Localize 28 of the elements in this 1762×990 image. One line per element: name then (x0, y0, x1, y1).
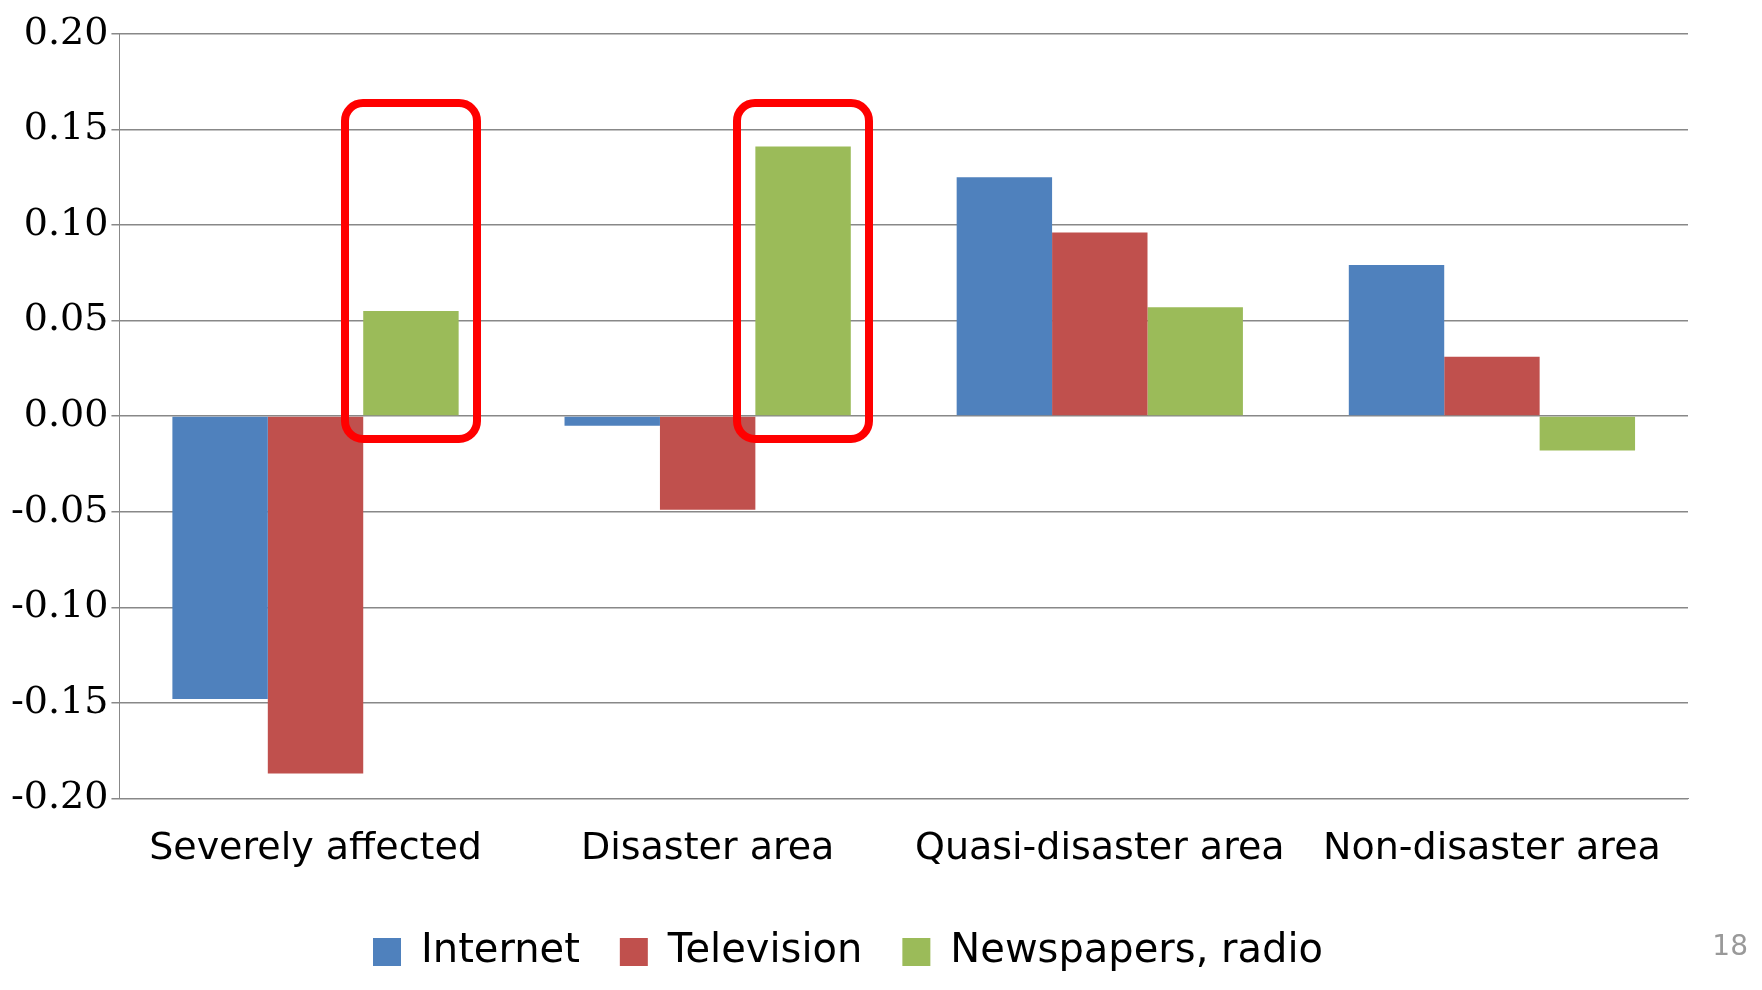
y-tick-label: -0.05 (11, 486, 109, 531)
x-tick-label: Disaster area (580, 824, 835, 869)
bar (1539, 416, 1636, 451)
legend-label: Television (666, 925, 863, 972)
y-tick-label: 0.00 (23, 390, 109, 435)
y-tick-label: -0.15 (11, 677, 109, 722)
bar (1348, 265, 1445, 416)
y-tick-label: 0.15 (23, 104, 109, 149)
bar (172, 416, 268, 699)
y-tick-label: -0.10 (11, 582, 109, 627)
x-tick-label: Severely affected (149, 824, 482, 869)
bar (363, 310, 459, 416)
bar (659, 416, 756, 510)
legend-label: Newspapers, radio (950, 925, 1323, 972)
bar (1147, 307, 1243, 416)
x-tick-label: Quasi-disaster area (914, 824, 1285, 869)
bar (956, 177, 1053, 416)
x-tick-label: Non-disaster area (1323, 824, 1661, 869)
y-tick-label: 0.10 (23, 199, 109, 244)
bar (1052, 232, 1148, 416)
bar (564, 416, 660, 426)
bar (1444, 356, 1540, 416)
y-tick-label: -0.20 (11, 773, 109, 818)
bar (267, 416, 364, 774)
text: 18 (1712, 929, 1748, 962)
y-tick-label: 0.05 (23, 295, 109, 340)
legend-label: Internet (421, 925, 580, 972)
y-tick-label: 0.20 (23, 8, 109, 53)
